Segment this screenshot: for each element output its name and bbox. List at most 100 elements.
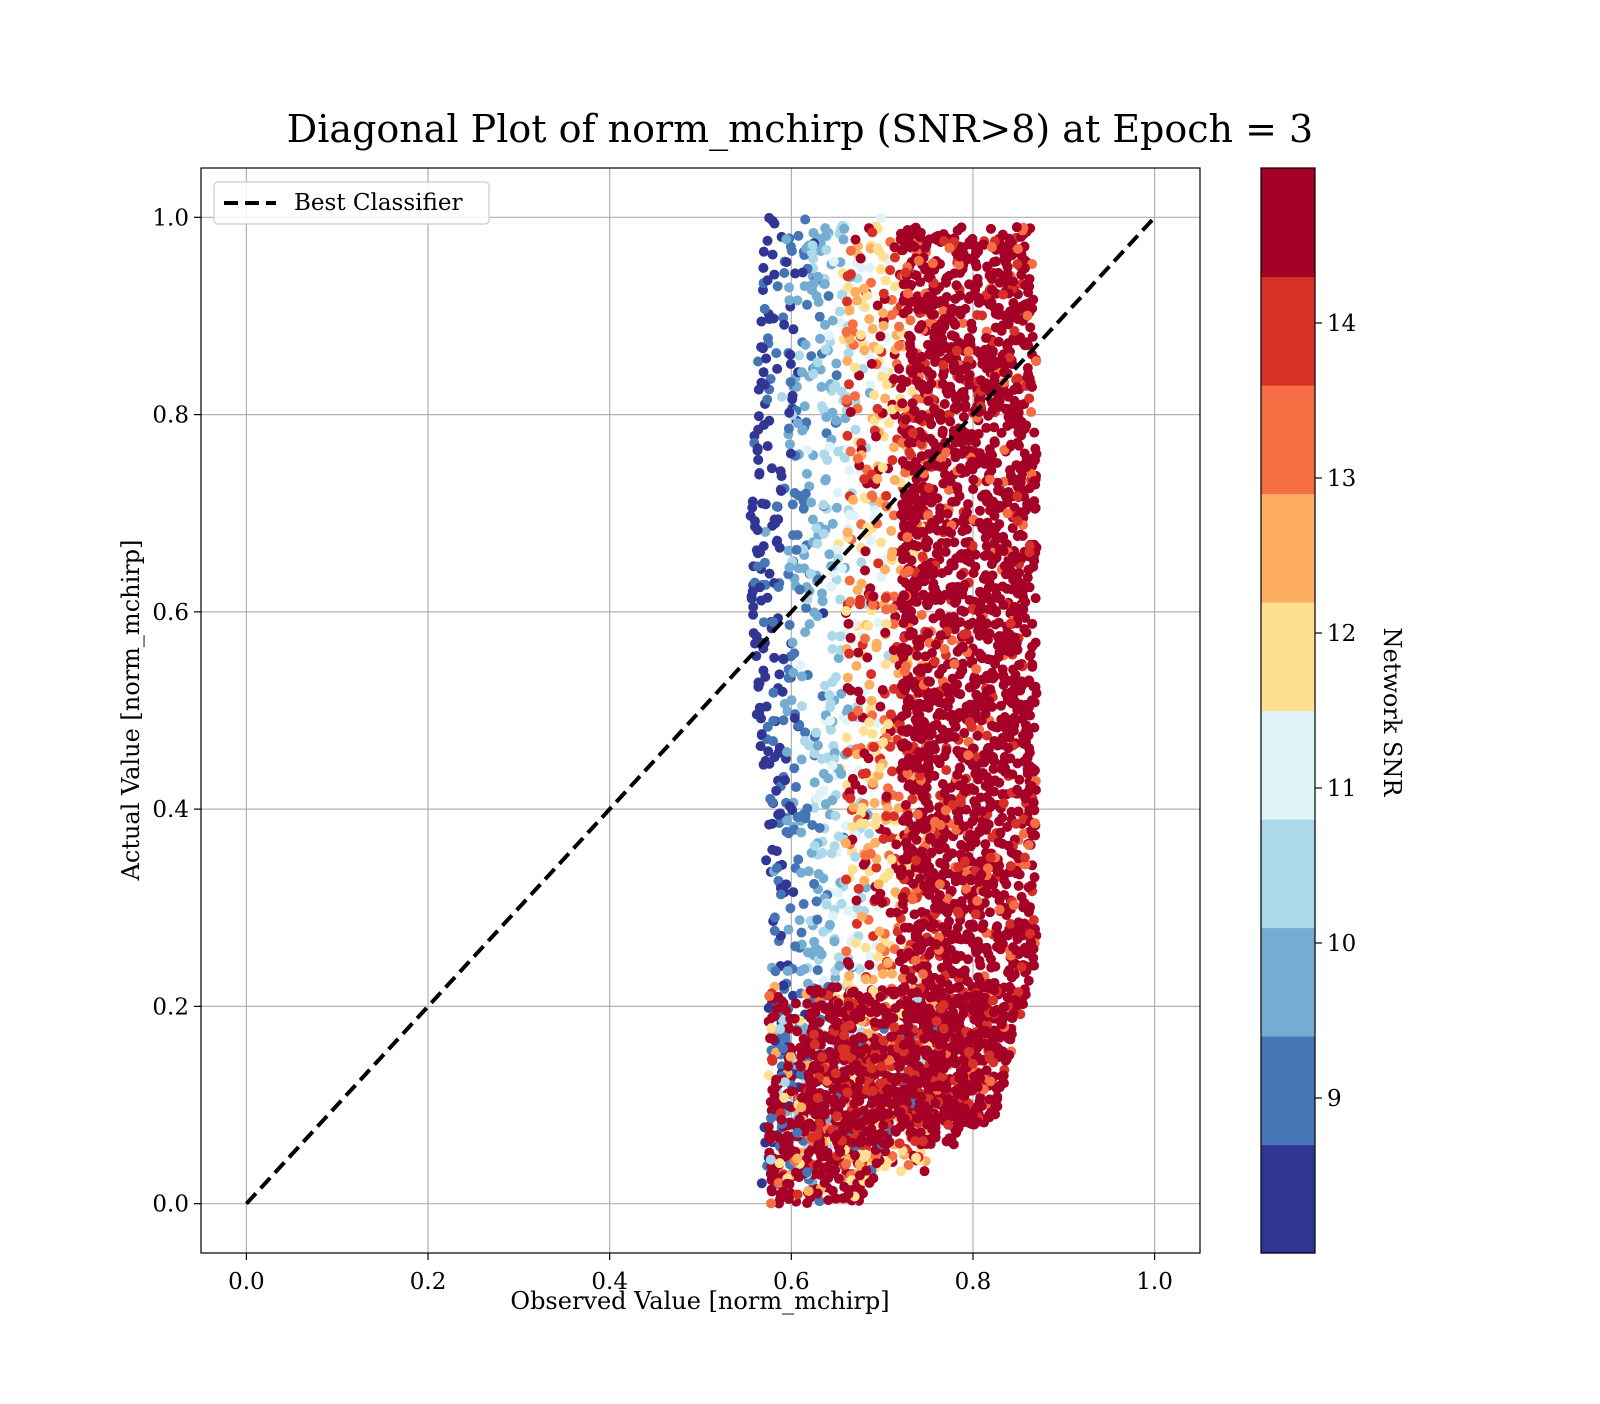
scatter-point <box>945 476 955 486</box>
scatter-point <box>801 489 811 499</box>
scatter-point <box>881 275 891 285</box>
scatter-point <box>1027 880 1037 890</box>
scatter-point <box>780 775 790 785</box>
scatter-point <box>941 805 951 815</box>
scatter-point <box>772 364 782 374</box>
scatter-point <box>1021 420 1031 430</box>
scatter-point <box>934 691 944 701</box>
scatter-point <box>812 539 822 549</box>
scatter-point <box>795 585 805 595</box>
scatter-point <box>897 398 907 408</box>
scatter-point <box>904 566 914 576</box>
scatter-point <box>815 1170 825 1180</box>
scatter-point <box>763 275 773 285</box>
scatter-point <box>998 290 1008 300</box>
scatter-point <box>877 898 887 908</box>
scatter-point <box>791 545 801 555</box>
scatter-point <box>971 679 981 689</box>
scatter-point <box>808 369 818 379</box>
scatter-point <box>824 330 834 340</box>
scatter-point <box>764 991 774 1001</box>
scatter-point <box>942 922 952 932</box>
scatter-point <box>1011 335 1021 345</box>
scatter-point <box>923 866 933 876</box>
scatter-point <box>845 576 855 586</box>
scatter-point <box>921 856 931 866</box>
scatter-point <box>923 340 933 350</box>
scatter-point <box>810 777 820 787</box>
scatter-point <box>821 231 831 241</box>
scatter-point <box>962 362 972 372</box>
scatter-point <box>867 696 877 706</box>
scatter-point <box>870 820 880 830</box>
scatter-point <box>864 829 874 839</box>
scatter-point <box>881 811 891 821</box>
scatter-point <box>784 562 794 572</box>
scatter-point <box>848 802 858 812</box>
scatter-point <box>900 923 910 933</box>
scatter-point <box>766 1155 776 1165</box>
scatter-point <box>773 582 783 592</box>
scatter-point <box>817 382 827 392</box>
scatter-point <box>956 222 966 232</box>
scatter-point <box>859 345 869 355</box>
scatter-point <box>938 379 948 389</box>
scatter-point <box>839 235 849 245</box>
scatter-point <box>1025 299 1035 309</box>
scatter-point <box>896 935 906 945</box>
scatter-point <box>971 690 981 700</box>
scatter-point <box>851 896 861 906</box>
scatter-point <box>911 357 921 367</box>
scatter-point <box>945 243 955 253</box>
scatter-point <box>899 591 909 601</box>
scatter-point <box>864 314 874 324</box>
scatter-point <box>825 920 835 930</box>
scatter-point <box>923 384 933 394</box>
scatter-point <box>802 300 812 310</box>
scatter-point <box>827 795 837 805</box>
scatter-point <box>778 1044 788 1054</box>
scatter-point <box>939 461 949 471</box>
scatter-point <box>918 969 928 979</box>
scatter-point <box>759 617 769 627</box>
scatter-point <box>772 863 782 873</box>
scatter-point <box>815 823 825 833</box>
scatter-point <box>859 748 869 758</box>
scatter-point <box>842 297 852 307</box>
scatter-point <box>846 446 856 456</box>
scatter-point <box>899 279 909 289</box>
scatter-point <box>953 713 963 723</box>
scatter-point <box>1013 244 1023 254</box>
scatter-point <box>970 769 980 779</box>
scatter-point <box>784 1137 794 1147</box>
scatter-point <box>918 571 928 581</box>
scatter-point <box>987 668 997 678</box>
scatter-point <box>932 493 942 503</box>
scatter-point <box>899 522 909 532</box>
scatter-point <box>925 832 935 842</box>
scatter-point <box>959 447 969 457</box>
scatter-point <box>874 344 884 354</box>
scatter-point <box>861 943 871 953</box>
scatter-point <box>845 793 855 803</box>
scatter-point <box>1019 624 1029 634</box>
scatter-point <box>897 375 907 385</box>
scatter-point <box>999 546 1009 556</box>
scatter-point <box>971 550 981 560</box>
scatter-point <box>792 812 802 822</box>
scatter-point <box>929 771 939 781</box>
scatter-point <box>784 282 794 292</box>
scatter-point <box>850 780 860 790</box>
scatter-point <box>940 861 950 871</box>
scatter-point <box>1006 807 1016 817</box>
scatter-point <box>841 606 851 616</box>
scatter-point <box>887 455 897 465</box>
scatter-point <box>770 1091 780 1101</box>
scatter-point <box>924 483 934 493</box>
scatter-point <box>811 728 821 738</box>
scatter-point <box>857 579 867 589</box>
scatter-point <box>790 941 800 951</box>
scatter-point <box>911 515 921 525</box>
scatter-point <box>843 527 853 537</box>
scatter-point <box>990 372 1000 382</box>
